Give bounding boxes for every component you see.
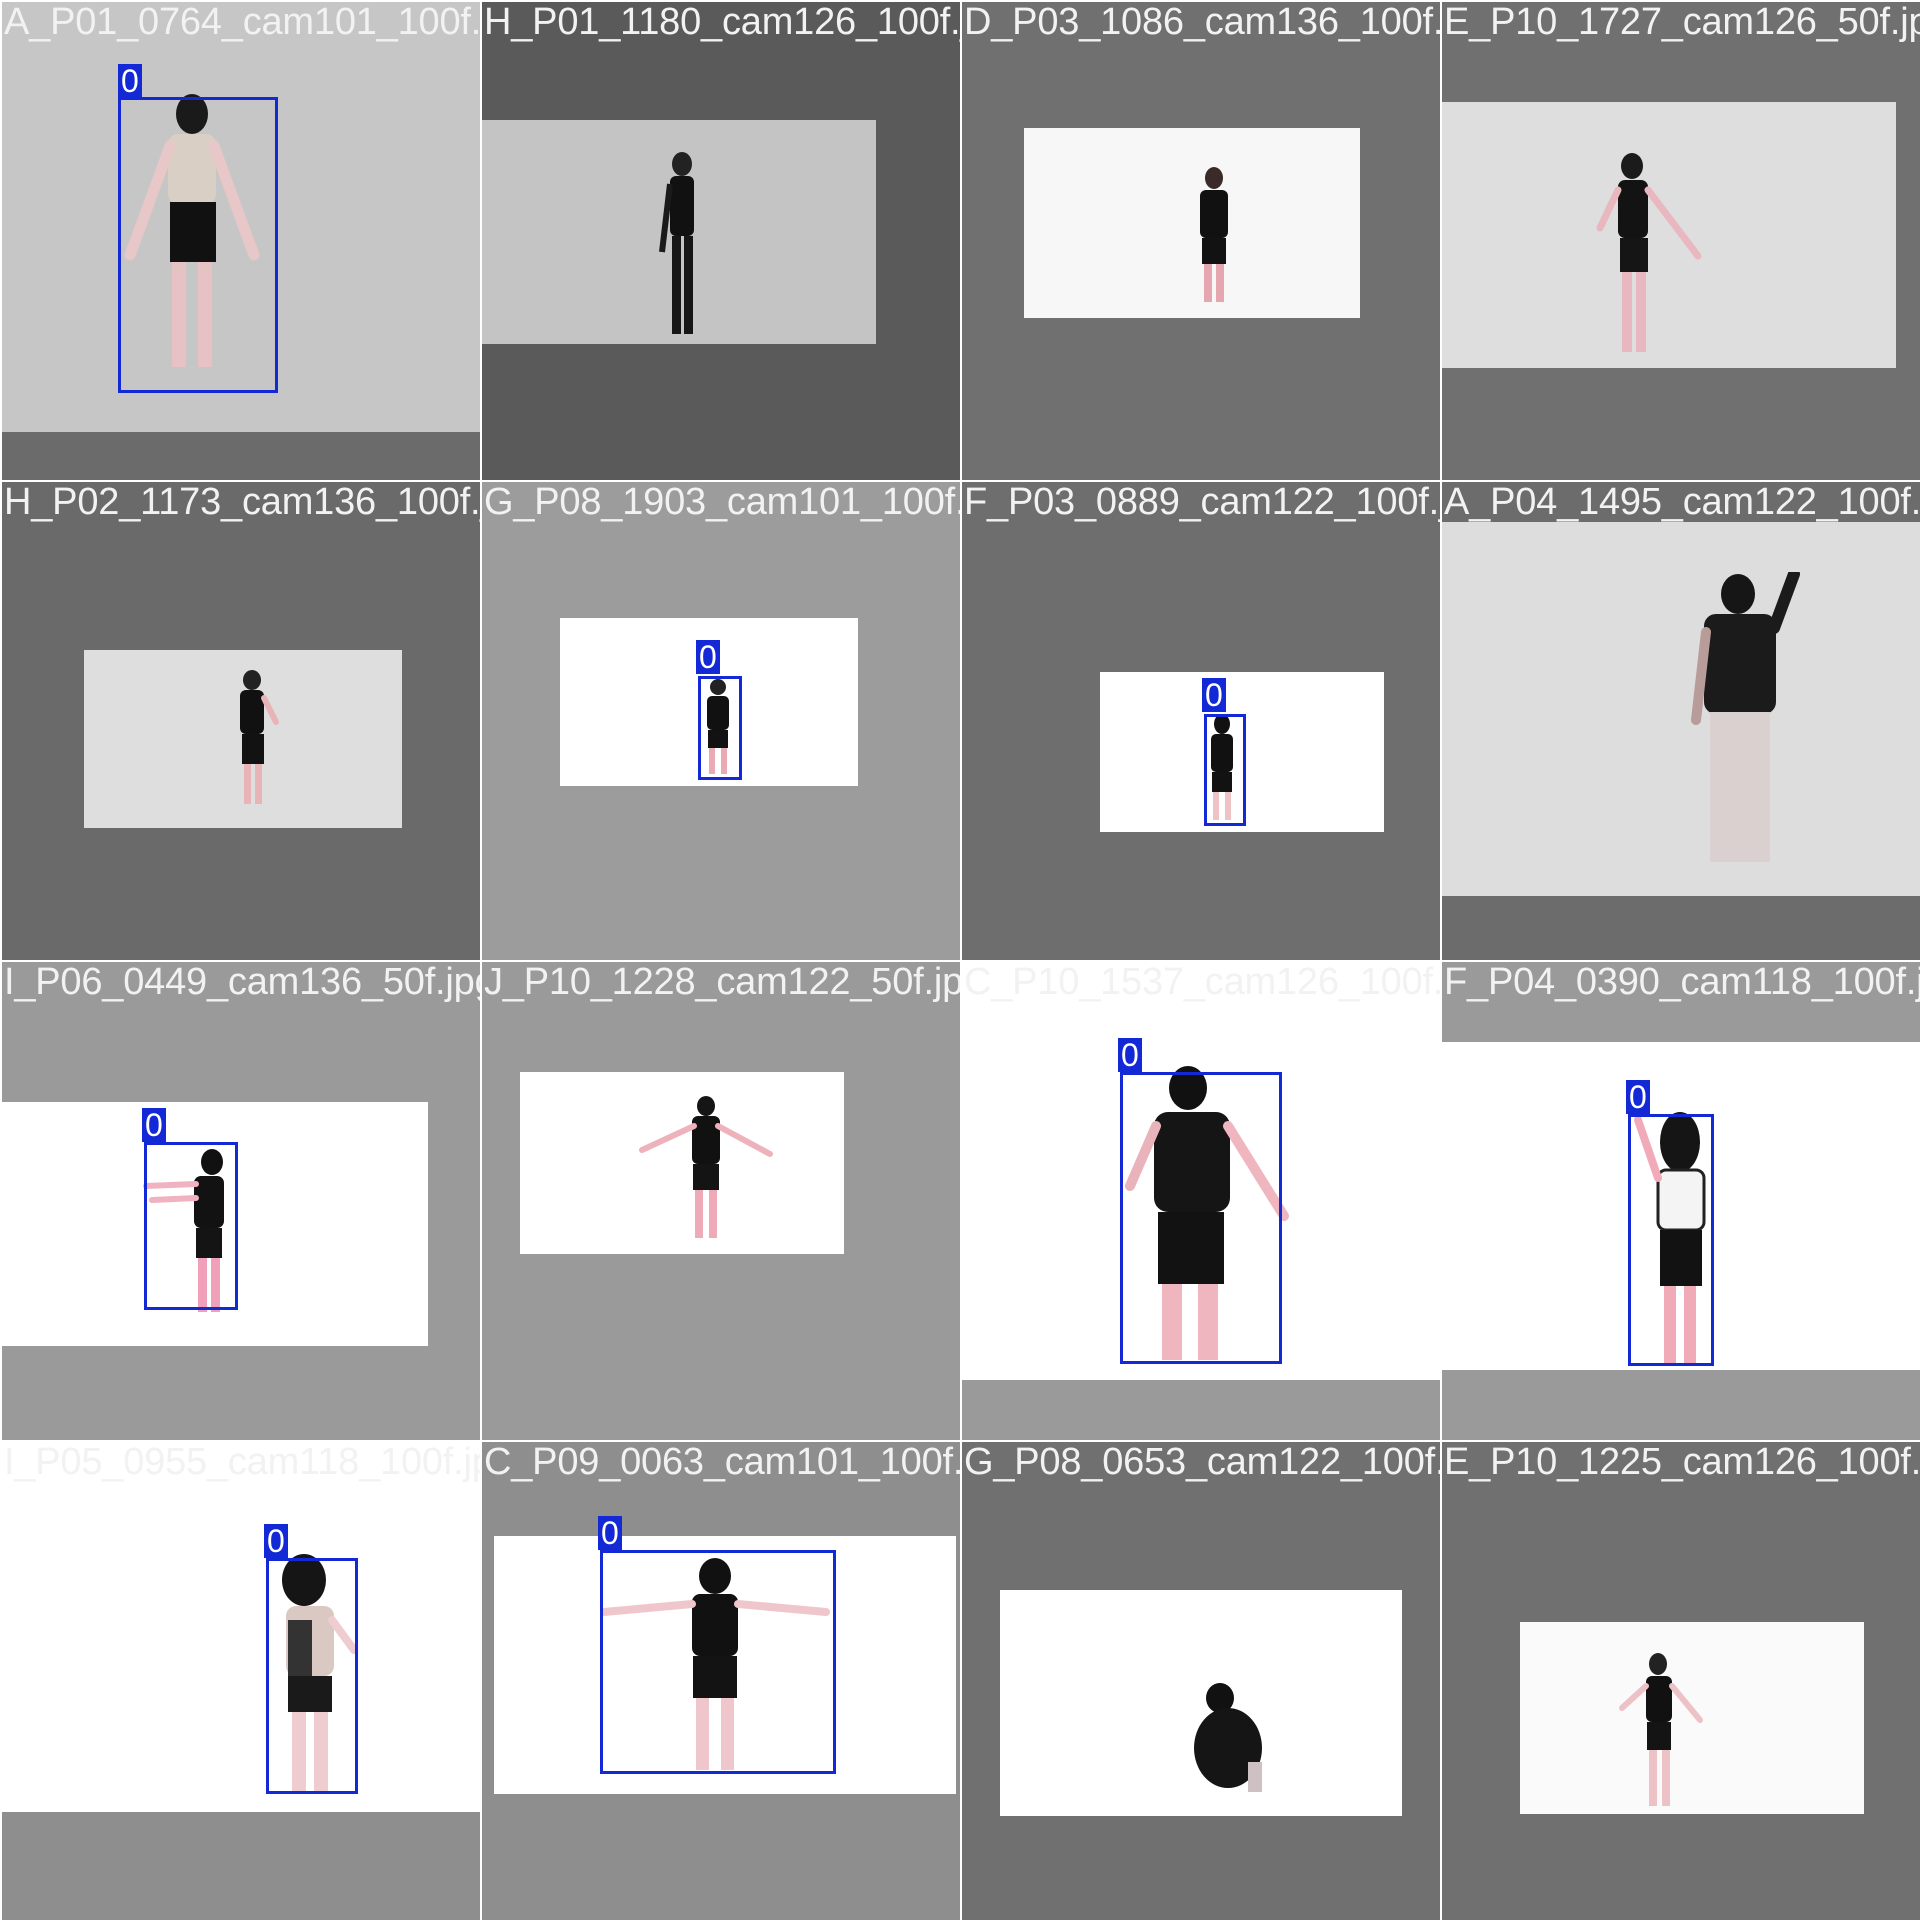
- tile-filename: G_P08_0653_cam122_100f.jpg: [964, 1442, 1440, 1484]
- detection-class-label: 0: [598, 1516, 622, 1550]
- photo-background: [2, 1442, 480, 1812]
- tile-filename: G_P08_1903_cam101_100f.jpg: [484, 482, 960, 524]
- person-figure: [1582, 152, 1712, 362]
- detection-box[interactable]: [600, 1550, 836, 1774]
- photo-padding: [2, 1812, 480, 1920]
- detection-box[interactable]: [118, 97, 278, 393]
- detection-box[interactable]: [698, 676, 742, 780]
- mosaic-tile[interactable]: G_P08_0653_cam122_100f.jpg: [962, 1442, 1440, 1920]
- photo-background: [1442, 522, 1920, 896]
- mosaic-tile[interactable]: 0 C_P10_1537_cam126_100f.jpg: [962, 962, 1440, 1440]
- mosaic-tile[interactable]: H_P02_1173_cam136_100f.jpg: [2, 482, 480, 960]
- tile-filename: C_P09_0063_cam101_100f.jpg: [484, 1442, 960, 1484]
- tile-filename: C_P10_1537_cam126_100f.jpg: [964, 962, 1440, 1004]
- detection-class-label: 0: [142, 1108, 166, 1142]
- detection-box[interactable]: [144, 1142, 238, 1310]
- tile-filename: A_P01_0764_cam101_100f.jpg: [4, 2, 480, 44]
- detection-class-label: 0: [696, 640, 720, 674]
- photo-padding: [962, 1380, 1440, 1440]
- mosaic-tile[interactable]: 0 I_P06_0449_cam136_50f.jpg: [2, 962, 480, 1440]
- mosaic-tile[interactable]: 0 C_P09_0063_cam101_100f.jpg: [482, 1442, 960, 1920]
- mosaic-tile[interactable]: E_P10_1225_cam126_100f.jpg: [1442, 1442, 1920, 1920]
- tile-filename: A_P04_1495_cam122_100f.jpg: [1444, 482, 1920, 524]
- tile-filename: E_P10_1727_cam126_50f.jpg: [1444, 2, 1920, 44]
- mosaic-tile[interactable]: 0 A_P01_0764_cam101_100f.jpg: [2, 2, 480, 480]
- person-figure: [1618, 1652, 1708, 1812]
- detection-box[interactable]: [1628, 1114, 1714, 1366]
- detection-box[interactable]: [266, 1558, 358, 1794]
- tile-filename: H_P01_1180_cam126_100f.jpg: [484, 2, 960, 44]
- person-figure: [1190, 1682, 1280, 1802]
- detection-box[interactable]: [1120, 1072, 1282, 1364]
- mosaic-tile[interactable]: H_P01_1180_cam126_100f.jpg: [482, 2, 960, 480]
- person-figure: [652, 152, 712, 342]
- tile-filename: J_P10_1228_cam122_50f.jpg: [484, 962, 960, 1004]
- mosaic-tile[interactable]: 0 G_P08_1903_cam101_100f.jpg: [482, 482, 960, 960]
- mosaic-tile[interactable]: D_P03_1086_cam136_100f.jpg: [962, 2, 1440, 480]
- photo-padding: [2, 432, 480, 480]
- detection-class-label: 0: [1118, 1038, 1142, 1072]
- mosaic-tile[interactable]: 0 I_P05_0955_cam118_100f.jpg: [2, 1442, 480, 1920]
- person-figure: [1682, 572, 1842, 872]
- detection-class-label: 0: [118, 64, 142, 98]
- tile-filename: I_P05_0955_cam118_100f.jpg: [4, 1442, 480, 1484]
- tile-filename: F_P04_0390_cam118_100f.jpg: [1444, 962, 1920, 1004]
- detection-class-label: 0: [1626, 1080, 1650, 1114]
- detection-class-label: 0: [1202, 678, 1226, 712]
- mosaic-tile[interactable]: 0 F_P04_0390_cam118_100f.jpg: [1442, 962, 1920, 1440]
- person-figure: [224, 668, 284, 808]
- person-figure: [1184, 166, 1244, 306]
- person-figure: [636, 1094, 776, 1244]
- detection-box[interactable]: [1204, 714, 1246, 826]
- detection-class-label: 0: [264, 1524, 288, 1558]
- tile-filename: E_P10_1225_cam126_100f.jpg: [1444, 1442, 1920, 1484]
- tile-filename: H_P02_1173_cam136_100f.jpg: [4, 482, 480, 524]
- mosaic-tile[interactable]: J_P10_1228_cam122_50f.jpg: [482, 962, 960, 1440]
- mosaic-tile[interactable]: 0 F_P03_0889_cam122_100f.jpg: [962, 482, 1440, 960]
- mosaic-tile[interactable]: E_P10_1727_cam126_50f.jpg: [1442, 2, 1920, 480]
- tile-filename: F_P03_0889_cam122_100f.jpg: [964, 482, 1440, 524]
- mosaic-tile[interactable]: A_P04_1495_cam122_100f.jpg: [1442, 482, 1920, 960]
- tile-filename: I_P06_0449_cam136_50f.jpg: [4, 962, 480, 1004]
- tile-filename: D_P03_1086_cam136_100f.jpg: [964, 2, 1440, 44]
